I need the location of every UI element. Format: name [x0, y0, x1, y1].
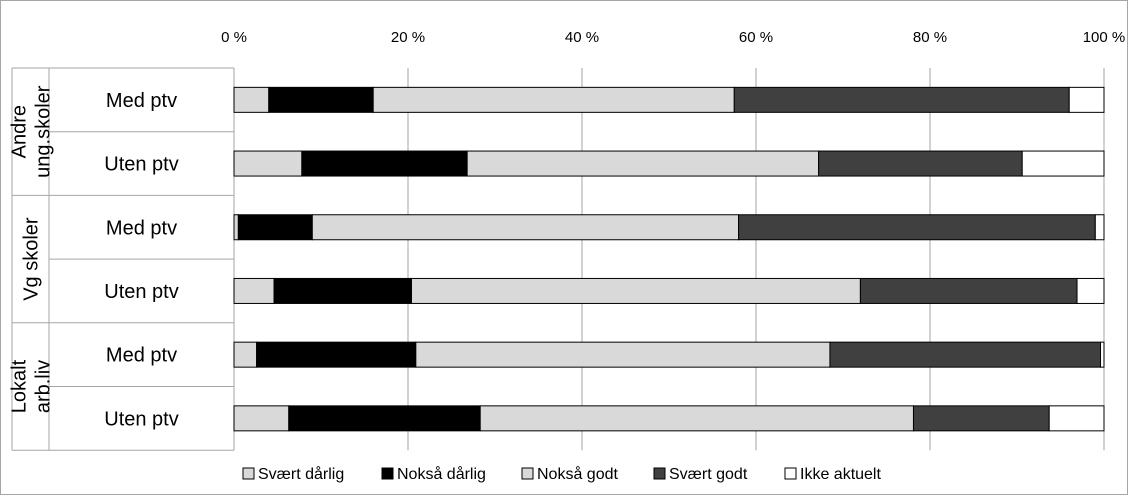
- group-label: Andre ung.skoler: [9, 85, 55, 178]
- legend-swatch: [521, 467, 534, 480]
- row-label: Uten ptv: [104, 154, 178, 176]
- bar-segment: [912, 405, 1050, 432]
- legend-label: Nokså dårlig: [397, 465, 486, 483]
- bar-segment: [233, 277, 275, 304]
- legend-swatch: [784, 467, 797, 480]
- legend-swatch: [381, 467, 394, 480]
- bar-segment: [288, 405, 481, 432]
- x-tick-label: 0 %: [221, 29, 247, 46]
- bar-segment: [301, 150, 468, 177]
- bar-segment: [1068, 86, 1105, 113]
- x-tick-label: 20 %: [391, 29, 425, 46]
- bar-segment: [410, 277, 861, 304]
- bar-segment: [233, 86, 270, 113]
- bar-segment: [1048, 405, 1105, 432]
- bar-segment: [273, 277, 412, 304]
- row-label: Uten ptv: [104, 281, 178, 303]
- bar-segment: [829, 341, 1102, 368]
- legend: Svært dårlig Nokså dårlig Nokså godt Svært …: [242, 465, 881, 483]
- row-label: Med ptv: [106, 345, 177, 367]
- bar-segment: [233, 405, 290, 432]
- bar-segment: [233, 214, 239, 241]
- bar-segment: [233, 341, 258, 368]
- x-tick-label: 100 %: [1083, 29, 1126, 46]
- x-tick-label: 80 %: [913, 29, 947, 46]
- bar-segment: [311, 214, 740, 241]
- x-axis-ticks: 0 % 20 % 40 % 60 % 80 % 100 %: [221, 29, 1125, 46]
- bar-segment: [237, 214, 313, 241]
- bar-segment: [733, 86, 1070, 113]
- row-label: Uten ptv: [104, 408, 178, 430]
- legend-swatch: [653, 467, 666, 480]
- x-tick-label: 40 %: [565, 29, 599, 46]
- bar-segment: [1021, 150, 1105, 177]
- legend-label: Nokså godt: [537, 465, 618, 483]
- row-label: Med ptv: [106, 90, 177, 112]
- legend-label: Svært dårlig: [258, 465, 344, 483]
- x-tick-label: 60 %: [739, 29, 773, 46]
- bar-segment: [466, 150, 820, 177]
- group-label: Vg skoler: [21, 217, 43, 301]
- bars: [233, 86, 1105, 432]
- bar-segment: [233, 150, 303, 177]
- bar-segment: [256, 341, 417, 368]
- legend-label: Ikke aktuelt: [800, 466, 881, 483]
- bar-segment: [1076, 277, 1105, 304]
- bar-segment: [818, 150, 1023, 177]
- group-label: Lokalt arb.liv: [9, 359, 55, 413]
- legend-swatch: [242, 467, 255, 480]
- row-label: Med ptv: [106, 217, 177, 239]
- bar-segment: [859, 277, 1078, 304]
- bar-segment: [479, 405, 914, 432]
- bar-segment: [738, 214, 1096, 241]
- bar-segment: [1094, 214, 1105, 241]
- bar-segment: [268, 86, 374, 113]
- bar-segment: [372, 86, 735, 113]
- bar-segment: [1100, 341, 1105, 368]
- legend-label: Svært godt: [669, 466, 748, 483]
- bar-segment: [415, 341, 831, 368]
- category-table: Andre ung.skoler Med ptv Uten ptv Vg skoler M…: [9, 67, 234, 451]
